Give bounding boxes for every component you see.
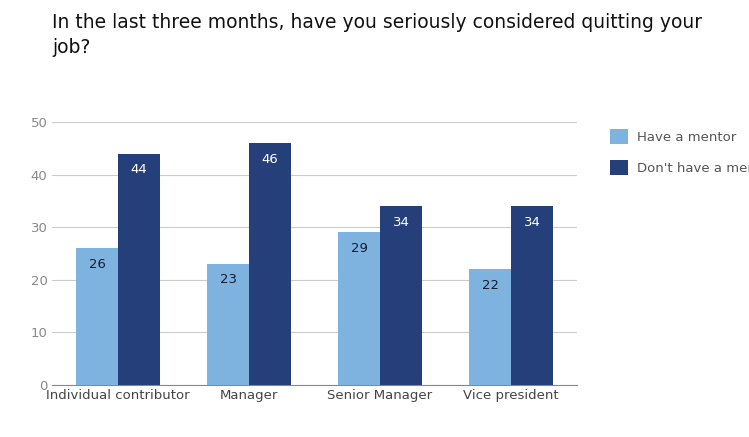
Bar	[249, 143, 291, 385]
Bar	[207, 264, 249, 385]
Bar	[76, 248, 118, 385]
Text: 34: 34	[392, 216, 410, 229]
Text: 44: 44	[131, 163, 148, 176]
Text: 34: 34	[524, 216, 540, 229]
Text: 26: 26	[89, 258, 106, 271]
Bar	[338, 232, 380, 385]
Text: 23: 23	[219, 274, 237, 286]
Bar	[118, 154, 160, 385]
Legend: Have a mentor, Don't have a mentor: Have a mentor, Don't have a mentor	[604, 124, 749, 180]
Text: 29: 29	[351, 242, 368, 255]
Bar	[469, 269, 511, 385]
Bar	[380, 206, 422, 385]
Text: In the last three months, have you seriously considered quitting your
job?: In the last three months, have you serio…	[52, 13, 703, 57]
Text: 22: 22	[482, 279, 499, 291]
Text: 46: 46	[261, 153, 279, 166]
Bar	[511, 206, 553, 385]
